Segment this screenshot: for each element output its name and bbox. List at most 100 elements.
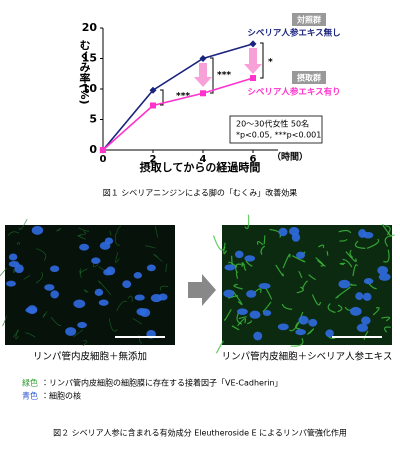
membrane: [256, 240, 264, 246]
membrane: [233, 283, 243, 290]
nucleus: [106, 266, 116, 276]
nucleus: [79, 243, 90, 251]
nucleus: [94, 288, 104, 296]
membrane: [79, 268, 81, 275]
membrane: [115, 252, 120, 263]
nucleus: [308, 318, 318, 327]
nucleus: [6, 280, 16, 287]
legend-group: 摂取群: [297, 73, 321, 83]
membrane: [385, 225, 391, 236]
arrow: [188, 274, 216, 306]
membrane: [127, 295, 133, 302]
bracket: [210, 57, 214, 94]
nucleus: [362, 292, 372, 301]
membrane: [241, 262, 245, 267]
membrane: [383, 249, 390, 263]
membrane: [12, 329, 20, 338]
membrane: [339, 262, 346, 266]
membrane: [254, 288, 262, 294]
legend-text: ：細胞の核: [41, 391, 81, 401]
nucleus: [73, 299, 86, 309]
legend-label: シベリア人参エキス有り: [247, 87, 340, 98]
membrane: [265, 288, 272, 300]
nucleus: [8, 260, 20, 268]
x-tick-label: 6: [250, 154, 257, 165]
nucleus: [234, 250, 244, 259]
membrane: [159, 285, 169, 291]
significance: *: [268, 58, 273, 68]
legend-box: [292, 71, 326, 84]
membrane: [315, 257, 324, 267]
nucleus: [139, 308, 151, 317]
note: 20～30代女性 50名: [236, 119, 309, 129]
micrograph: [212, 214, 395, 354]
membrane: [281, 303, 293, 310]
arrow: [244, 48, 262, 74]
membrane: [244, 214, 250, 230]
membrane: [132, 318, 142, 325]
micrograph: [0, 218, 175, 347]
x-tick-label: 4: [200, 154, 207, 165]
membrane: [83, 289, 89, 293]
caption: 図１ シベリアニンジンによる脚の「むくみ」改善効果: [103, 188, 297, 198]
nucleus: [378, 273, 391, 281]
nucleus: [258, 283, 271, 290]
membrane: [73, 329, 84, 338]
legend-text: ：リンパ管内皮細胞の細胞膜に存在する接着因子「VE-Cadherin」: [41, 378, 283, 388]
nucleus: [44, 284, 55, 291]
membrane: [349, 249, 354, 259]
nucleus: [356, 323, 368, 332]
membrane: [15, 329, 19, 340]
membrane: [77, 235, 87, 240]
membrane: [25, 332, 36, 338]
y-tick-label: 10: [82, 82, 98, 95]
membrane: [35, 272, 43, 284]
membrane: [227, 295, 239, 299]
membrane: [231, 325, 240, 331]
membrane: [291, 255, 306, 263]
series-line: [102, 43, 254, 151]
nucleus: [349, 306, 362, 316]
membrane: [349, 283, 357, 286]
membrane: [50, 316, 62, 327]
nucleus: [244, 255, 256, 262]
series-line: [102, 77, 254, 151]
membrane: [56, 227, 62, 232]
membrane: [275, 264, 284, 277]
membrane: [327, 303, 336, 314]
membrane: [232, 290, 243, 306]
nucleus: [325, 329, 334, 338]
membrane: [339, 238, 348, 242]
point: [149, 86, 157, 94]
membrane: [237, 318, 247, 327]
nucleus: [295, 328, 306, 336]
nucleus: [122, 280, 132, 289]
x-tick-label: 0: [100, 154, 107, 165]
membrane: [384, 326, 391, 333]
nucleus: [338, 279, 351, 289]
nucleus: [355, 292, 364, 300]
membrane: [145, 245, 156, 249]
membrane: [326, 251, 329, 256]
membrane: [224, 309, 232, 321]
nucleus: [146, 264, 156, 272]
legend-box: [292, 13, 326, 26]
nucleus: [224, 264, 236, 271]
nucleus: [49, 265, 60, 273]
membrane: [247, 320, 252, 325]
membrane: [2, 315, 7, 327]
nucleus: [26, 305, 38, 315]
membrane: [372, 307, 380, 316]
nucleus: [249, 310, 261, 319]
image-label: リンパ管内皮細胞＋シベリア人参エキス: [222, 351, 393, 363]
membrane: [297, 271, 303, 279]
membrane: [260, 245, 266, 255]
membrane: [223, 242, 228, 255]
legend-group: 対照群: [296, 15, 321, 25]
nucleus: [99, 241, 111, 250]
caption: 図２ シベリア人参に含まれる有効成分 Eleutheroside E によるリン…: [53, 428, 347, 438]
membrane: [262, 301, 272, 313]
membrane: [317, 244, 325, 249]
membrane: [238, 316, 248, 320]
membrane: [335, 286, 351, 299]
